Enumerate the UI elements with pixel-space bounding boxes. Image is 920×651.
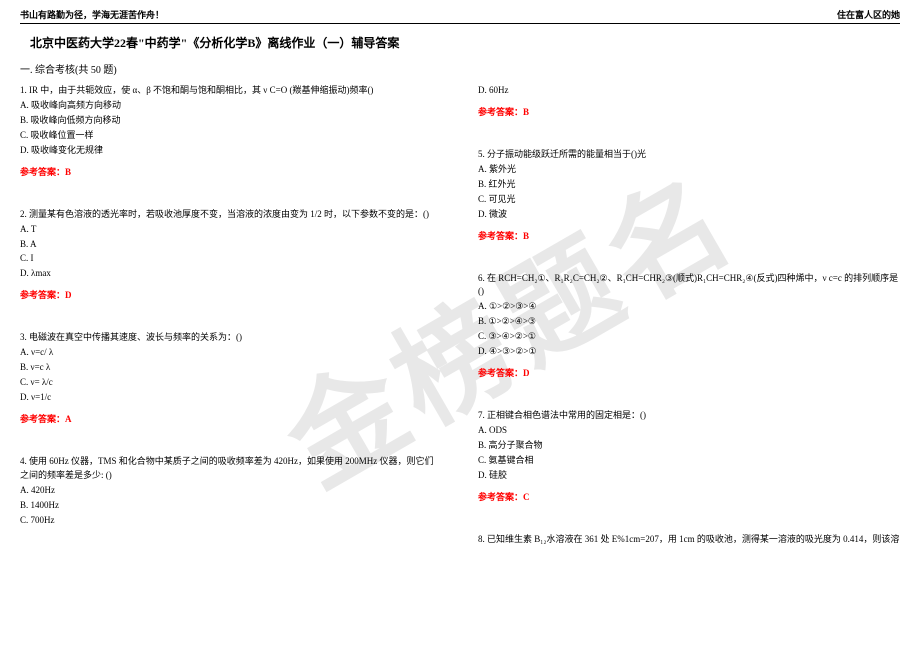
option-a: A. ①>②>③>④ [478, 300, 900, 314]
left-column: 1. IR 中，由于共轭效应，使 α、β 不饱和酮与饱和酮相比，其 ν C=O … [20, 84, 460, 548]
page-content: 书山有路勤为径，学海无涯苦作舟！ 住在富人区的她 北京中医药大学22春"中药学"… [0, 0, 920, 548]
question-8: 8. 已知维生素 B₁₂水溶液在 361 处 E%1cm=207，用 1cm 的… [478, 533, 900, 547]
option-a: A. 420Hz [20, 484, 442, 498]
option-b: B. 1400Hz [20, 499, 442, 513]
option-c: C. 700Hz [20, 514, 442, 528]
question-7: 7. 正相键合相色谱法中常用的固定相是：() A. ODS B. 高分子聚合物 … [478, 409, 900, 505]
right-column: D. 60Hz 参考答案：B 5. 分子振动能级跃迁所需的能量相当于()光 A.… [460, 84, 900, 548]
option-c: C. 氨基键合相 [478, 454, 900, 468]
question-2: 2. 测量某有色溶液的透光率时，若吸收池厚度不变，当溶液的浓度由变为 1/2 时… [20, 208, 442, 304]
option-a: A. ODS [478, 424, 900, 438]
option-c: C. ν= λ/c [20, 376, 442, 390]
question-text: 2. 测量某有色溶液的透光率时，若吸收池厚度不变，当溶液的浓度由变为 1/2 时… [20, 208, 442, 222]
question-4-cont: D. 60Hz 参考答案：B [478, 84, 900, 120]
option-c: C. 吸收峰位置一样 [20, 129, 442, 143]
answer-label: 参考答案：B [478, 230, 900, 244]
option-b: B. 高分子聚合物 [478, 439, 900, 453]
option-c: C. ③>④>②>① [478, 330, 900, 344]
option-d: D. λmax [20, 267, 442, 281]
question-5: 5. 分子振动能级跃迁所需的能量相当于()光 A. 紫外光 B. 红外光 C. … [478, 148, 900, 244]
question-text: 4. 使用 60Hz 仪器，TMS 和化合物中某质子之间的吸收频率差为 420H… [20, 455, 442, 483]
option-b: B. 红外光 [478, 178, 900, 192]
header-right: 住在富人区的她 [837, 8, 900, 21]
option-c: C. 可见光 [478, 193, 900, 207]
option-d: D. 硅胶 [478, 469, 900, 483]
option-b: B. ①>②>④>③ [478, 315, 900, 329]
option-b: B. A [20, 238, 442, 252]
two-column-layout: 1. IR 中，由于共轭效应，使 α、β 不饱和酮与饱和酮相比，其 ν C=O … [0, 84, 920, 548]
answer-label: 参考答案：D [20, 289, 442, 303]
question-1: 1. IR 中，由于共轭效应，使 α、β 不饱和酮与饱和酮相比，其 ν C=O … [20, 84, 442, 180]
option-a: A. ν=c/ λ [20, 346, 442, 360]
question-text: 6. 在 RCH=CH₂①、R₁R₂C=CH₂②、R₁CH=CHR₂③(顺式)R… [478, 272, 900, 300]
option-d: D. ν=1/c [20, 391, 442, 405]
option-d: D. 60Hz [478, 84, 900, 98]
answer-label: 参考答案：B [20, 166, 442, 180]
header-left: 书山有路勤为径，学海无涯苦作舟！ [20, 8, 164, 21]
answer-label: 参考答案：C [478, 491, 900, 505]
question-text: 7. 正相键合相色谱法中常用的固定相是：() [478, 409, 900, 423]
page-header: 书山有路勤为径，学海无涯苦作舟！ 住在富人区的她 [0, 0, 920, 23]
option-d: D. 吸收峰变化无规律 [20, 144, 442, 158]
option-b: B. 吸收峰向低频方向移动 [20, 114, 442, 128]
option-d: D. 微波 [478, 208, 900, 222]
option-d: D. ④>③>②>① [478, 345, 900, 359]
answer-label: 参考答案：B [478, 106, 900, 120]
option-c: C. I [20, 252, 442, 266]
question-text: 1. IR 中，由于共轭效应，使 α、β 不饱和酮与饱和酮相比，其 ν C=O … [20, 84, 442, 98]
answer-label: 参考答案：A [20, 413, 442, 427]
option-b: B. ν=c λ [20, 361, 442, 375]
question-text: 3. 电磁波在真空中传播其速度、波长与频率的关系为：() [20, 331, 442, 345]
answer-label: 参考答案：D [478, 367, 900, 381]
section-heading: 一. 综合考核(共 50 题) [0, 57, 920, 84]
question-4: 4. 使用 60Hz 仪器，TMS 和化合物中某质子之间的吸收频率差为 420H… [20, 455, 442, 528]
option-a: A. 吸收峰向高频方向移动 [20, 99, 442, 113]
option-a: A. T [20, 223, 442, 237]
question-6: 6. 在 RCH=CH₂①、R₁R₂C=CH₂②、R₁CH=CHR₂③(顺式)R… [478, 272, 900, 382]
question-text: 8. 已知维生素 B₁₂水溶液在 361 处 E%1cm=207，用 1cm 的… [478, 533, 900, 547]
question-3: 3. 电磁波在真空中传播其速度、波长与频率的关系为：() A. ν=c/ λ B… [20, 331, 442, 427]
option-a: A. 紫外光 [478, 163, 900, 177]
document-title: 北京中医药大学22春"中药学"《分析化学B》离线作业（一）辅导答案 [0, 24, 920, 57]
question-text: 5. 分子振动能级跃迁所需的能量相当于()光 [478, 148, 900, 162]
